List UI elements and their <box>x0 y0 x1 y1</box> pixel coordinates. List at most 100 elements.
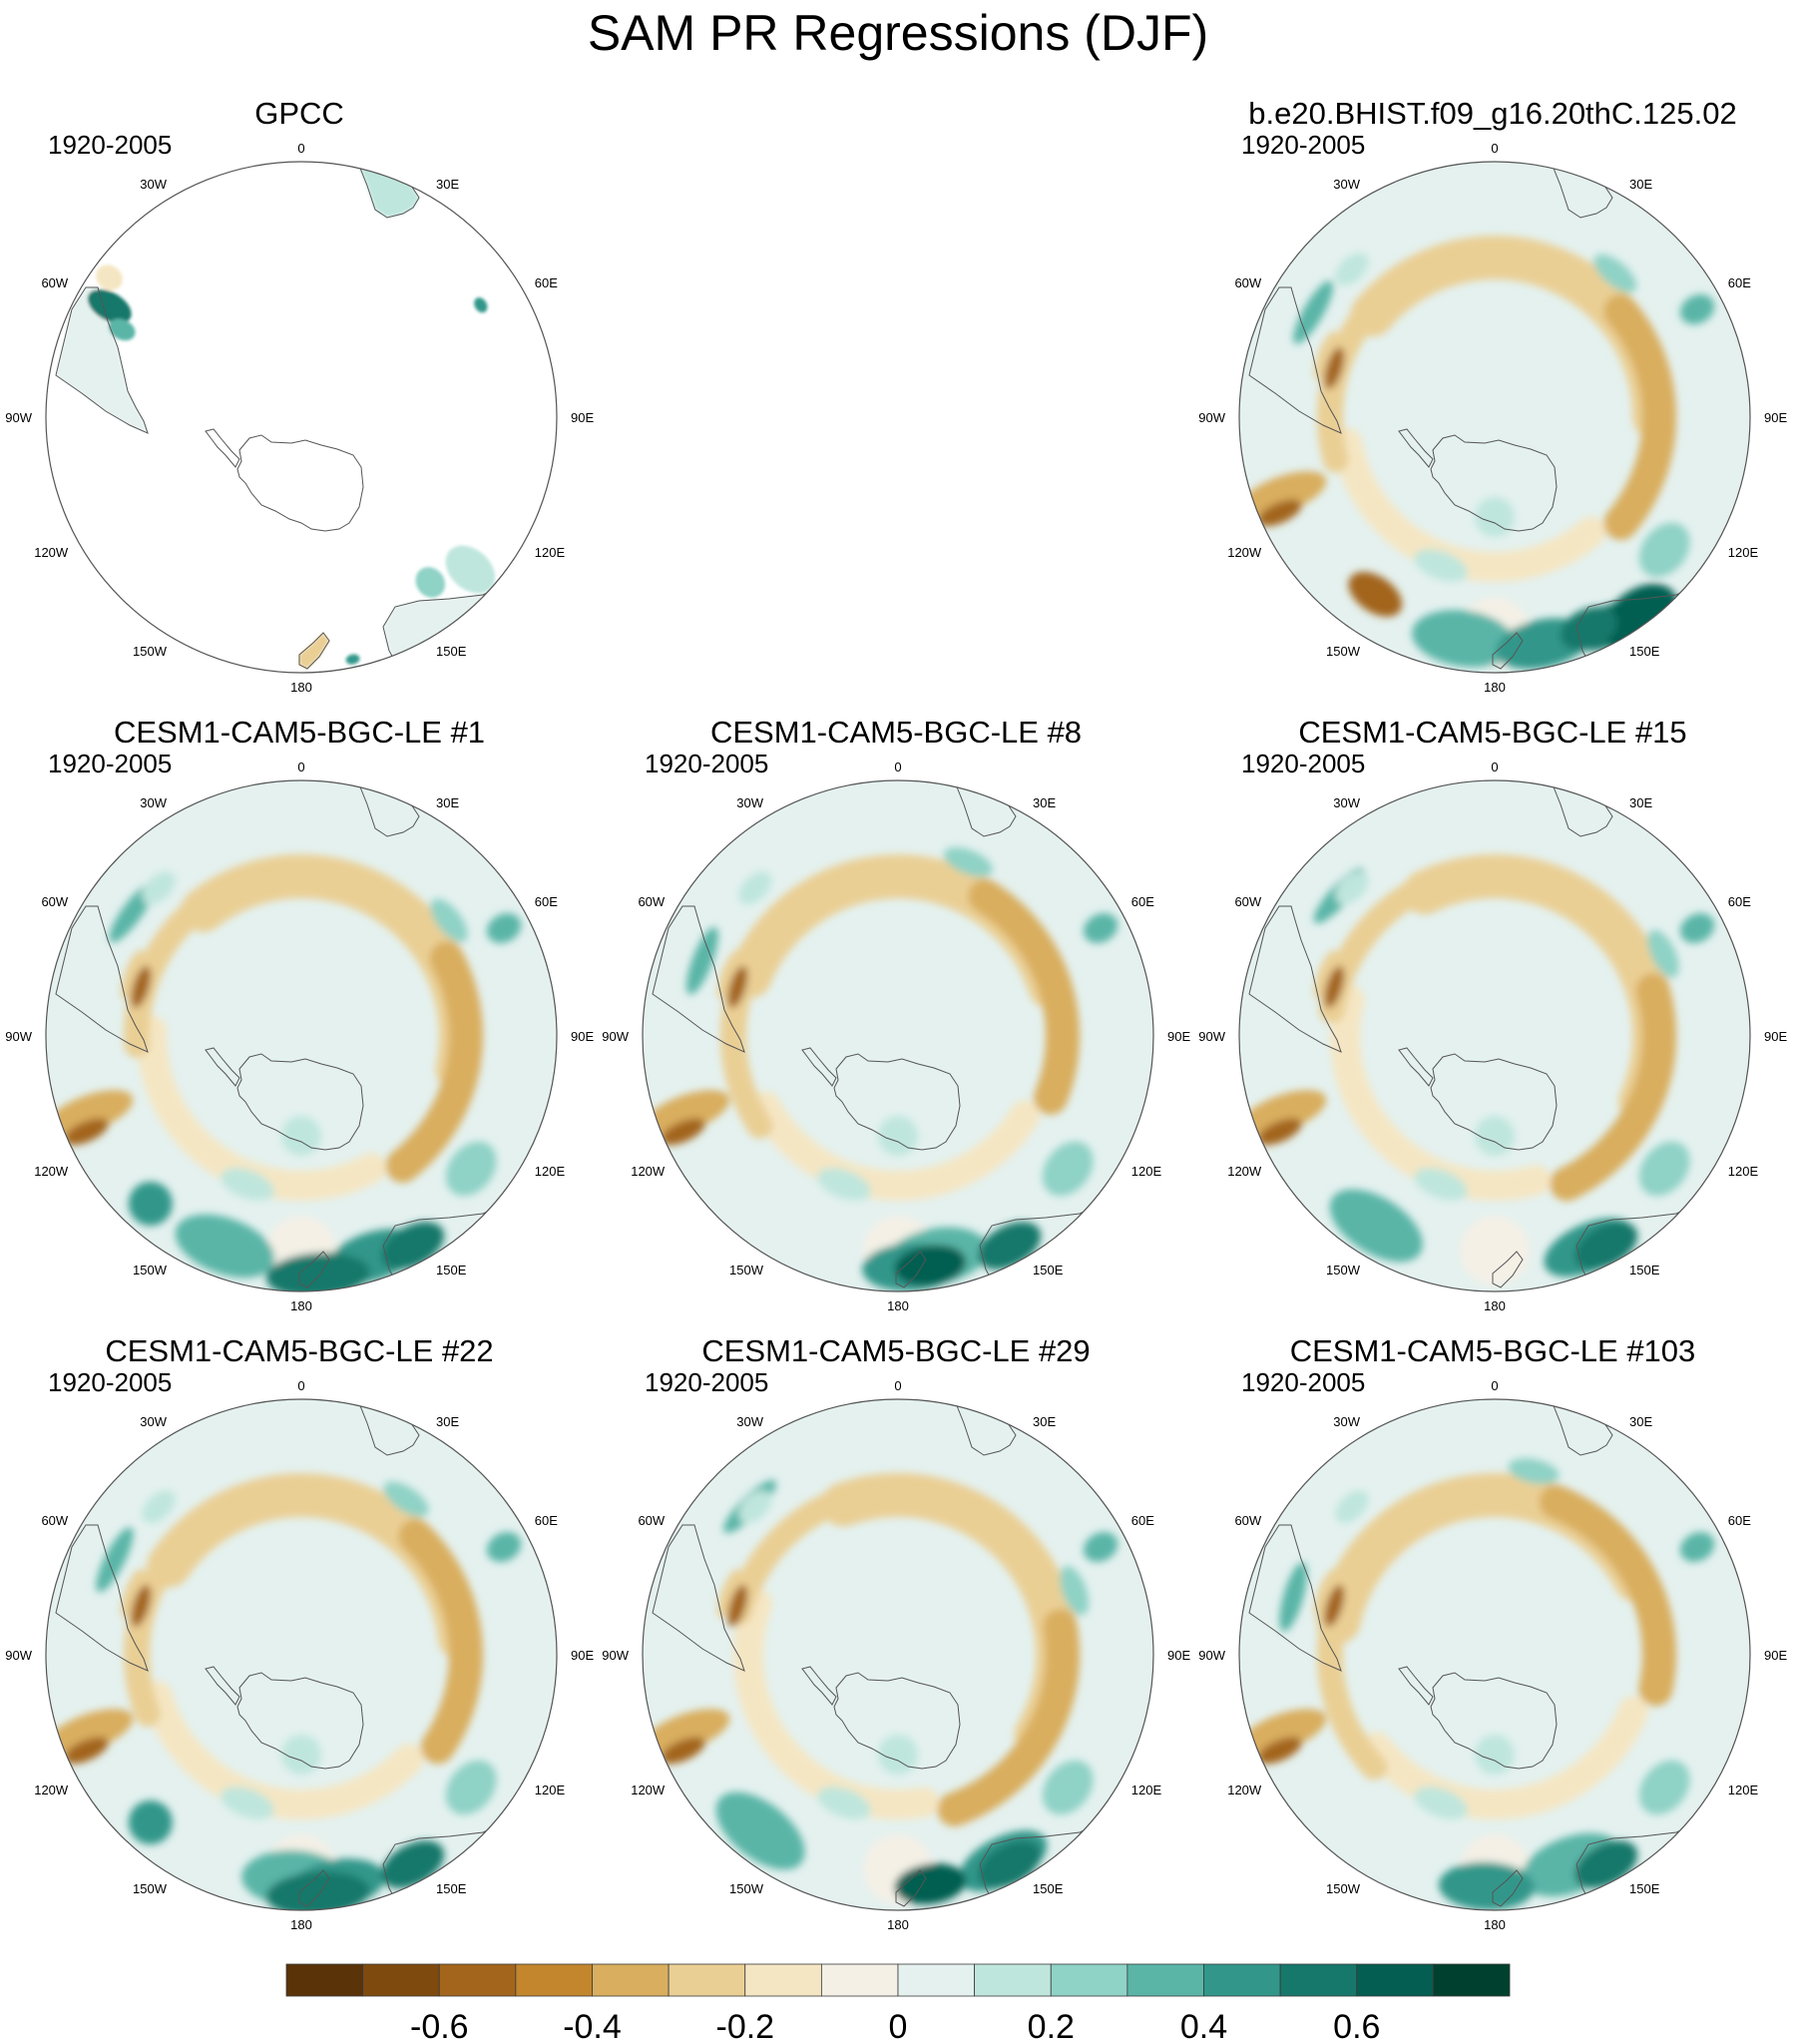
coastline <box>895 1869 927 1907</box>
lon-tick-label: 120E <box>1728 1783 1759 1797</box>
contour-patch <box>1314 330 1338 380</box>
contour-patch <box>445 1760 497 1815</box>
contour-patch <box>1239 1090 1327 1137</box>
coastline-peninsula <box>205 1666 240 1706</box>
lon-tick-label: 150W <box>1326 644 1361 659</box>
lon-tick-label: 60E <box>535 1513 558 1528</box>
contour-patch <box>1279 1562 1307 1632</box>
lon-tick-label: 0 <box>297 1378 304 1393</box>
colorbar-box <box>438 1963 517 1997</box>
lon-tick-label: 30W <box>140 177 167 192</box>
lon-tick-label: 30W <box>1333 795 1360 810</box>
lon-tick-label: 120E <box>1131 1164 1162 1179</box>
polar-map: 0 30E 60E 90E 120E 150E 180 150W 120W 90W 60W 30W <box>5 760 594 1313</box>
contour-patch <box>486 913 522 943</box>
lon-tick-label: 90W <box>1198 1648 1225 1663</box>
coastline-antarctica <box>236 1672 364 1770</box>
lon-tick-label: 0 <box>894 1378 901 1393</box>
lon-tick-label: 120W <box>631 1783 666 1797</box>
lon-tick-label: 30E <box>1033 1414 1056 1429</box>
coastline <box>1492 632 1524 670</box>
contour-band <box>725 1476 954 1626</box>
contour-patch <box>817 1168 871 1201</box>
contour-patch <box>1335 253 1369 286</box>
panel-title: GPCC <box>254 96 344 131</box>
lon-tick-label: 120E <box>1728 1164 1759 1179</box>
map-frame <box>1238 1398 1751 1911</box>
contour-band <box>750 1091 1041 1201</box>
contour-patch <box>474 297 488 313</box>
contour-patch <box>221 1168 274 1201</box>
contour-patch <box>1257 1737 1302 1765</box>
contour-patch <box>345 654 360 665</box>
panel-period: 1920-2005 <box>645 1367 769 1397</box>
polar-map: 0 30E 60E 90E 120E 150E 180 150W 120W 90W 60W 30W <box>5 1378 594 1932</box>
contour-patch <box>1414 549 1468 582</box>
coastline <box>55 905 149 1053</box>
lon-tick-label: 30W <box>1333 1414 1360 1429</box>
contour-patch <box>175 1214 275 1278</box>
contour-patch <box>1042 1141 1094 1197</box>
contour-patch <box>643 1090 730 1137</box>
lon-tick-label: 120E <box>535 1164 566 1179</box>
contour-patch <box>1412 610 1516 668</box>
contour-patch <box>265 1871 370 1910</box>
panel-period: 1920-2005 <box>48 130 173 160</box>
contour-patch <box>1314 949 1338 999</box>
contour-patch <box>1647 929 1679 978</box>
panel-le22: CESM1-CAM5-BGC-LE #22 1920-2005 0 30E 60E 9… <box>0 1333 599 1932</box>
contour-patch <box>715 1791 805 1870</box>
colorbar-tick-label: 0.6 <box>1333 2008 1380 2044</box>
contour-patch <box>1329 1189 1423 1263</box>
contour-band <box>1316 245 1466 473</box>
contour-band <box>1603 293 1677 541</box>
lon-tick-label: 90E <box>571 1029 594 1044</box>
map-frame <box>45 779 558 1292</box>
panel-le8: CESM1-CAM5-BGC-LE #8 1920-2005 0 30E 60E 90… <box>597 715 1195 1313</box>
contour-patch <box>96 264 123 290</box>
lon-tick-label: 150E <box>1033 1881 1064 1896</box>
contour-patch <box>1593 254 1637 293</box>
colorbar-box <box>974 1963 1052 1997</box>
contour-patch <box>121 949 145 999</box>
lon-tick-label: 120W <box>34 1783 69 1797</box>
contour-patch <box>221 1787 274 1819</box>
lon-tick-label: 150W <box>729 1263 764 1278</box>
contour-patch <box>1335 871 1369 905</box>
panel-title: CESM1-CAM5-BGC-LE #8 <box>709 715 1083 750</box>
contour-patch <box>643 1709 730 1756</box>
lon-tick-label: 120W <box>34 545 69 560</box>
lon-tick-label: 0 <box>297 141 304 156</box>
contour-band <box>137 1015 387 1201</box>
contour-patch <box>1314 1568 1338 1618</box>
coastline-peninsula <box>205 1047 240 1087</box>
map-frame <box>642 1398 1154 1911</box>
colorbar-box <box>1126 1963 1204 1997</box>
panel-le1: CESM1-CAM5-BGC-LE #1 1920-2005 0 30E 60E 90… <box>0 715 599 1313</box>
lon-tick-label: 60W <box>41 275 68 290</box>
colorbar-tick-label: 0.2 <box>1028 2008 1075 2044</box>
contour-patch <box>142 871 176 905</box>
contour-patch <box>142 1490 176 1524</box>
polar-map: 0 30E 60E 90E 120E 150E 180 150W 120W 90W 60W 30W <box>1198 1378 1787 1932</box>
lon-tick-label: 90W <box>602 1029 629 1044</box>
contour-band <box>385 941 483 1183</box>
contour-patch <box>1083 913 1119 943</box>
contour-band <box>398 1519 483 1765</box>
map-frame <box>45 1398 558 1911</box>
contour-patch <box>661 1118 705 1146</box>
panel-title: CESM1-CAM5-BGC-LE #103 <box>1289 1333 1696 1368</box>
lon-tick-label: 30E <box>1629 177 1652 192</box>
contour-patch <box>1348 571 1403 617</box>
lon-tick-label: 90E <box>1764 1648 1787 1663</box>
contour-patch <box>1257 1118 1302 1146</box>
lon-tick-label: 90W <box>1198 410 1225 425</box>
land-fill <box>299 633 329 669</box>
contour-band <box>1330 984 1552 1201</box>
lon-tick-label: 30E <box>1629 795 1652 810</box>
colorbar-box <box>744 1963 822 1997</box>
lon-tick-label: 120W <box>1227 1164 1262 1179</box>
panel-le15: CESM1-CAM5-BGC-LE #15 1920-2005 0 30E 60E 9… <box>1193 715 1792 1313</box>
coastline <box>652 905 745 1053</box>
contour-band <box>1550 973 1676 1202</box>
